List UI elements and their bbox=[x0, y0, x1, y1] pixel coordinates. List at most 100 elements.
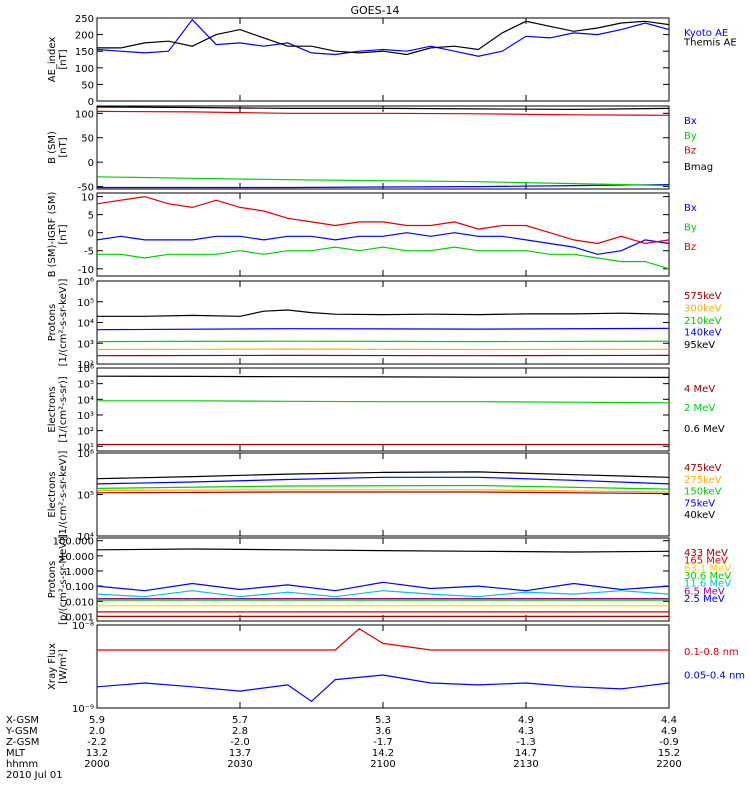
series-line bbox=[96, 674, 670, 703]
ephemeris-value: -2.0 bbox=[230, 737, 250, 748]
series-line bbox=[96, 471, 670, 480]
ephemeris-value: 14.2 bbox=[372, 748, 394, 759]
series-line bbox=[96, 484, 670, 490]
y-tick-label: 200 bbox=[75, 31, 94, 42]
plot-title: GOES-14 bbox=[350, 4, 399, 17]
y-tick-label: 10⁵ bbox=[77, 380, 94, 391]
ephemeris-value: 4.9 bbox=[518, 715, 534, 726]
legend-entry: 433 MeV bbox=[684, 548, 728, 559]
series-line bbox=[97, 246, 670, 270]
y-tick-label: 50 bbox=[81, 80, 94, 91]
y-tick-label: 10⁵ bbox=[77, 298, 94, 309]
panel-frame bbox=[96, 452, 670, 537]
legend-entry: 575keV bbox=[684, 291, 722, 302]
series-line bbox=[96, 327, 670, 331]
series-line bbox=[96, 18, 670, 57]
y-tick-label: 100 bbox=[75, 64, 94, 75]
legend-entry: Bmag bbox=[684, 162, 713, 173]
y-tick-label: 100.000 bbox=[53, 537, 94, 548]
y-tick-label: 150 bbox=[75, 47, 94, 58]
legend-entry: 0.05-0.4 nm bbox=[684, 670, 745, 681]
ephemeris-value: 2.0 bbox=[89, 726, 105, 737]
panel-6: 10⁴ 10⁵ 10⁶ Electrons [1/(cm²-s-sr-keV)] 475k… bbox=[47, 449, 722, 543]
ephemeris-value: 4.9 bbox=[661, 726, 677, 737]
ephemeris-row-label: X-GSM bbox=[6, 715, 39, 726]
y-axis-label: [nT] bbox=[58, 49, 69, 69]
y-tick-label: 0 bbox=[88, 229, 94, 240]
y-axis-label: [nT] bbox=[58, 137, 69, 157]
y-tick-label: 10³ bbox=[77, 411, 94, 422]
legend-entry: 0.1-0.8 nm bbox=[684, 647, 739, 658]
ephemeris-value: 2.8 bbox=[232, 726, 248, 737]
ephemeris-value: -1.3 bbox=[516, 737, 536, 748]
series-line bbox=[96, 195, 670, 245]
series-line bbox=[96, 581, 670, 592]
ephemeris-value: 5.3 bbox=[375, 715, 391, 726]
y-tick-label: 10⁴ bbox=[77, 395, 94, 406]
legend-entry: 300keV bbox=[684, 303, 722, 314]
legend-entry: 275keV bbox=[684, 475, 722, 486]
legend-entry: 2 MeV bbox=[684, 403, 715, 414]
y-tick-label: 0 bbox=[88, 97, 94, 108]
legend-entry: 2.5 MeV bbox=[684, 594, 725, 605]
panel-8: 10⁻⁹ 10⁻⁸ Xray Flux [W/m²] 0.1-0.8 nm 0.05-0.… bbox=[47, 621, 745, 715]
series-line bbox=[96, 491, 670, 495]
panel-frame bbox=[96, 367, 670, 452]
y-tick-label: -5 bbox=[84, 247, 94, 258]
y-axis-label: [p/(cm²-s-sr-MeV)] bbox=[58, 534, 69, 625]
legend-entry: Bx bbox=[684, 203, 697, 214]
panel-frame bbox=[96, 105, 670, 190]
ephemeris-row-label: Y-GSM bbox=[5, 726, 38, 737]
y-axis-label: B (SM)-IGRF (SM) bbox=[47, 192, 58, 278]
y-axis-label: [1/(cm²-s-sr)] bbox=[58, 376, 69, 442]
ephemeris-value: 2130 bbox=[513, 759, 538, 770]
legend-entry: Themis AE bbox=[683, 37, 737, 48]
legend-entry: 140keV bbox=[684, 328, 722, 339]
ephemeris-value: 4.3 bbox=[518, 726, 534, 737]
y-tick-label: 10⁻⁹ bbox=[72, 704, 94, 715]
y-tick-label: 250 bbox=[75, 14, 94, 25]
y-axis-label: [W/m²] bbox=[58, 649, 69, 684]
y-tick-label: 100 bbox=[75, 109, 94, 120]
series-line bbox=[96, 476, 670, 485]
y-tick-label: 10⁴ bbox=[77, 532, 94, 543]
ephemeris-value: 15.2 bbox=[658, 748, 680, 759]
y-axis-label: B (SM) bbox=[47, 131, 58, 164]
ephemeris-row-label: Z-GSM bbox=[6, 737, 39, 748]
series-line bbox=[97, 400, 670, 404]
y-tick-label: 50 bbox=[81, 134, 94, 145]
y-tick-label: 10⁶ bbox=[77, 277, 94, 288]
legend-entry: 75keV bbox=[684, 498, 715, 509]
legend-entry: 6.5 MeV bbox=[684, 586, 725, 597]
ephemeris-value: 13.7 bbox=[229, 748, 251, 759]
series-line bbox=[96, 548, 670, 553]
y-tick-label: 10⁻⁸ bbox=[72, 621, 94, 632]
legend-entry: 30.6 MeV bbox=[684, 571, 731, 582]
panel-2: -50 0 50 100 B (SM) [nT] Bx By Bz Bmag bbox=[47, 105, 713, 194]
y-tick-label: -10 bbox=[78, 265, 94, 276]
legend-entry: Bx bbox=[684, 116, 697, 127]
ephemeris-row-label: 2010 Jul 01 bbox=[6, 770, 63, 781]
ephemeris-value: 3.6 bbox=[375, 726, 391, 737]
y-axis-label: [1/(cm²-s-sr-keV)] bbox=[58, 451, 69, 539]
y-tick-label: 1.000 bbox=[65, 567, 94, 578]
ephemeris-value: 4.4 bbox=[661, 715, 677, 726]
y-axis-label: Xray Flux bbox=[47, 643, 58, 690]
ephemeris-value: 2030 bbox=[227, 759, 252, 770]
panel-5: 10¹ 10² 10³ 10⁴ 10⁵ 10⁶ Electrons [1/(cm²-s-sr)… bbox=[47, 364, 725, 453]
legend-entry: 165 MeV bbox=[684, 556, 728, 567]
ephemeris-value: -2.2 bbox=[87, 737, 107, 748]
ephemeris-value: 2100 bbox=[370, 759, 395, 770]
ephemeris-value: 13.2 bbox=[86, 748, 108, 759]
y-axis-label: Electrons bbox=[47, 386, 58, 432]
panel-3: -10 -5 0 5 10 B (SM)-IGRF (SM) [nT] Bx By Bz bbox=[47, 192, 697, 278]
ephemeris-value: 5.7 bbox=[232, 715, 248, 726]
series-line bbox=[96, 489, 670, 493]
series-line bbox=[96, 232, 670, 255]
ephemeris-value: 5.9 bbox=[89, 715, 105, 726]
panel-frame bbox=[96, 280, 670, 365]
y-tick-label: 10⁵ bbox=[77, 491, 94, 502]
y-tick-label: 5 bbox=[88, 211, 94, 222]
legend-entry: Bz bbox=[684, 146, 696, 157]
